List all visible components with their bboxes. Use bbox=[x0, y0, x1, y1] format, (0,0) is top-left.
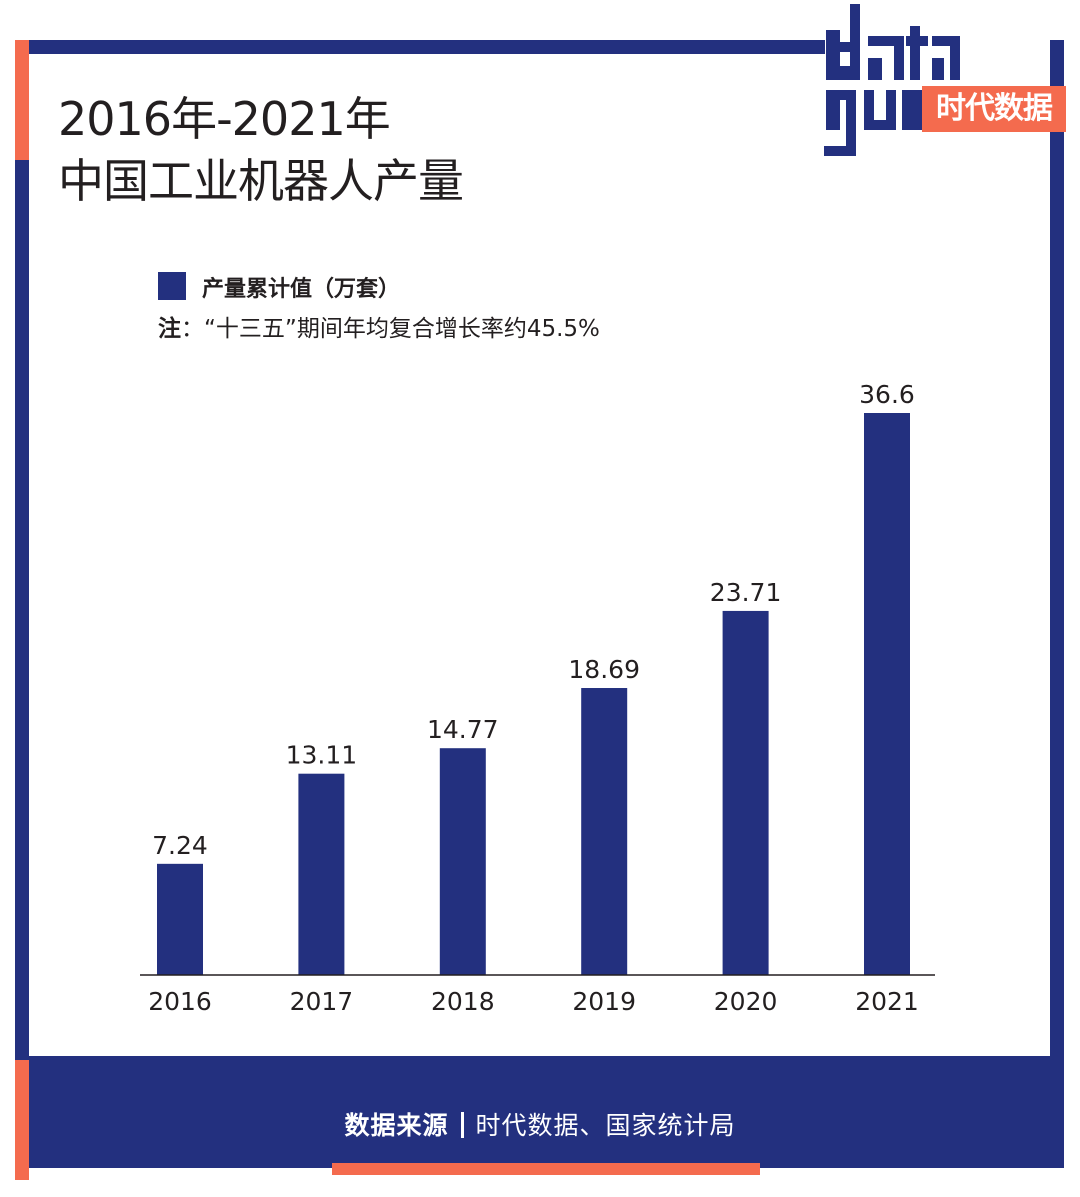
bar-2019 bbox=[581, 688, 628, 975]
data-source: 数据来源 时代数据、国家统计局 bbox=[0, 1106, 1080, 1142]
frame-top-border bbox=[15, 40, 825, 54]
footer-accent-bar bbox=[332, 1163, 760, 1175]
source-text: 时代数据、国家统计局 bbox=[475, 1111, 736, 1140]
x-tick-label-2020: 2020 bbox=[714, 987, 778, 1016]
note-key: 注 bbox=[158, 316, 181, 342]
value-label-2020: 23.71 bbox=[710, 578, 782, 607]
footer-band bbox=[15, 1056, 1064, 1168]
value-label-2016: 7.24 bbox=[152, 831, 208, 860]
logo-badge: 时代数据 bbox=[922, 86, 1066, 132]
bars-group: 7.24 2016 13.11 2017 14.77 2018 18.69 2019 23.71… bbox=[148, 380, 919, 1016]
bar-2016 bbox=[157, 863, 203, 975]
legend-label: 产量累计值（万套） bbox=[202, 277, 401, 302]
value-label-2021: 36.6 bbox=[859, 380, 915, 409]
legend-swatch bbox=[158, 272, 186, 300]
dataguo-logo bbox=[824, 4, 960, 156]
bar-2017 bbox=[298, 773, 345, 975]
frame-right-border bbox=[1050, 40, 1064, 1060]
bar-2018 bbox=[439, 748, 486, 975]
frame-left-border bbox=[15, 40, 29, 1060]
x-tick-label-2016: 2016 bbox=[148, 987, 212, 1016]
bar-2021 bbox=[864, 413, 910, 975]
value-label-2019: 18.69 bbox=[568, 655, 640, 684]
frame-bottom-left-accent bbox=[15, 1060, 29, 1180]
title-line-2: 中国工业机器人产量 bbox=[58, 154, 464, 208]
bar-2020 bbox=[722, 610, 769, 975]
source-separator bbox=[460, 1112, 464, 1138]
chart-title: 2016年-2021年 中国工业机器人产量 bbox=[58, 88, 464, 212]
x-tick-label-2021: 2021 bbox=[855, 987, 919, 1016]
x-tick-label-2017: 2017 bbox=[290, 987, 354, 1016]
value-label-2018: 14.77 bbox=[427, 715, 499, 744]
x-tick-label-2018: 2018 bbox=[431, 987, 495, 1016]
note-text: ：“十三五”期间年均复合增长率约45.5% bbox=[181, 316, 600, 342]
frame-left-accent bbox=[15, 40, 29, 160]
value-label-2017: 13.11 bbox=[286, 741, 358, 770]
x-tick-label-2019: 2019 bbox=[572, 987, 636, 1016]
chart-note: 注：“十三五”期间年均复合增长率约45.5% bbox=[158, 309, 600, 343]
source-label: 数据来源 bbox=[344, 1111, 449, 1140]
title-line-1: 2016年-2021年 bbox=[58, 92, 391, 146]
